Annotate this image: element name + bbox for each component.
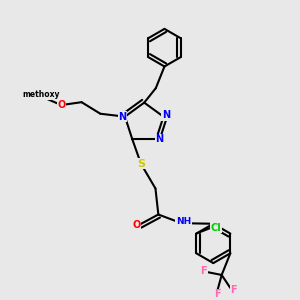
Text: NH: NH xyxy=(176,217,191,226)
Text: O: O xyxy=(133,220,141,230)
Text: CH₃: CH₃ xyxy=(22,92,39,101)
Text: N: N xyxy=(162,110,170,120)
Text: F: F xyxy=(200,266,207,276)
Text: F: F xyxy=(230,285,237,295)
Text: F: F xyxy=(214,289,220,299)
Text: S: S xyxy=(137,159,145,169)
Text: N: N xyxy=(155,134,164,144)
Text: Cl: Cl xyxy=(211,223,221,233)
Text: O: O xyxy=(57,100,65,110)
Text: N: N xyxy=(118,112,126,122)
Text: methoxy: methoxy xyxy=(22,90,60,99)
